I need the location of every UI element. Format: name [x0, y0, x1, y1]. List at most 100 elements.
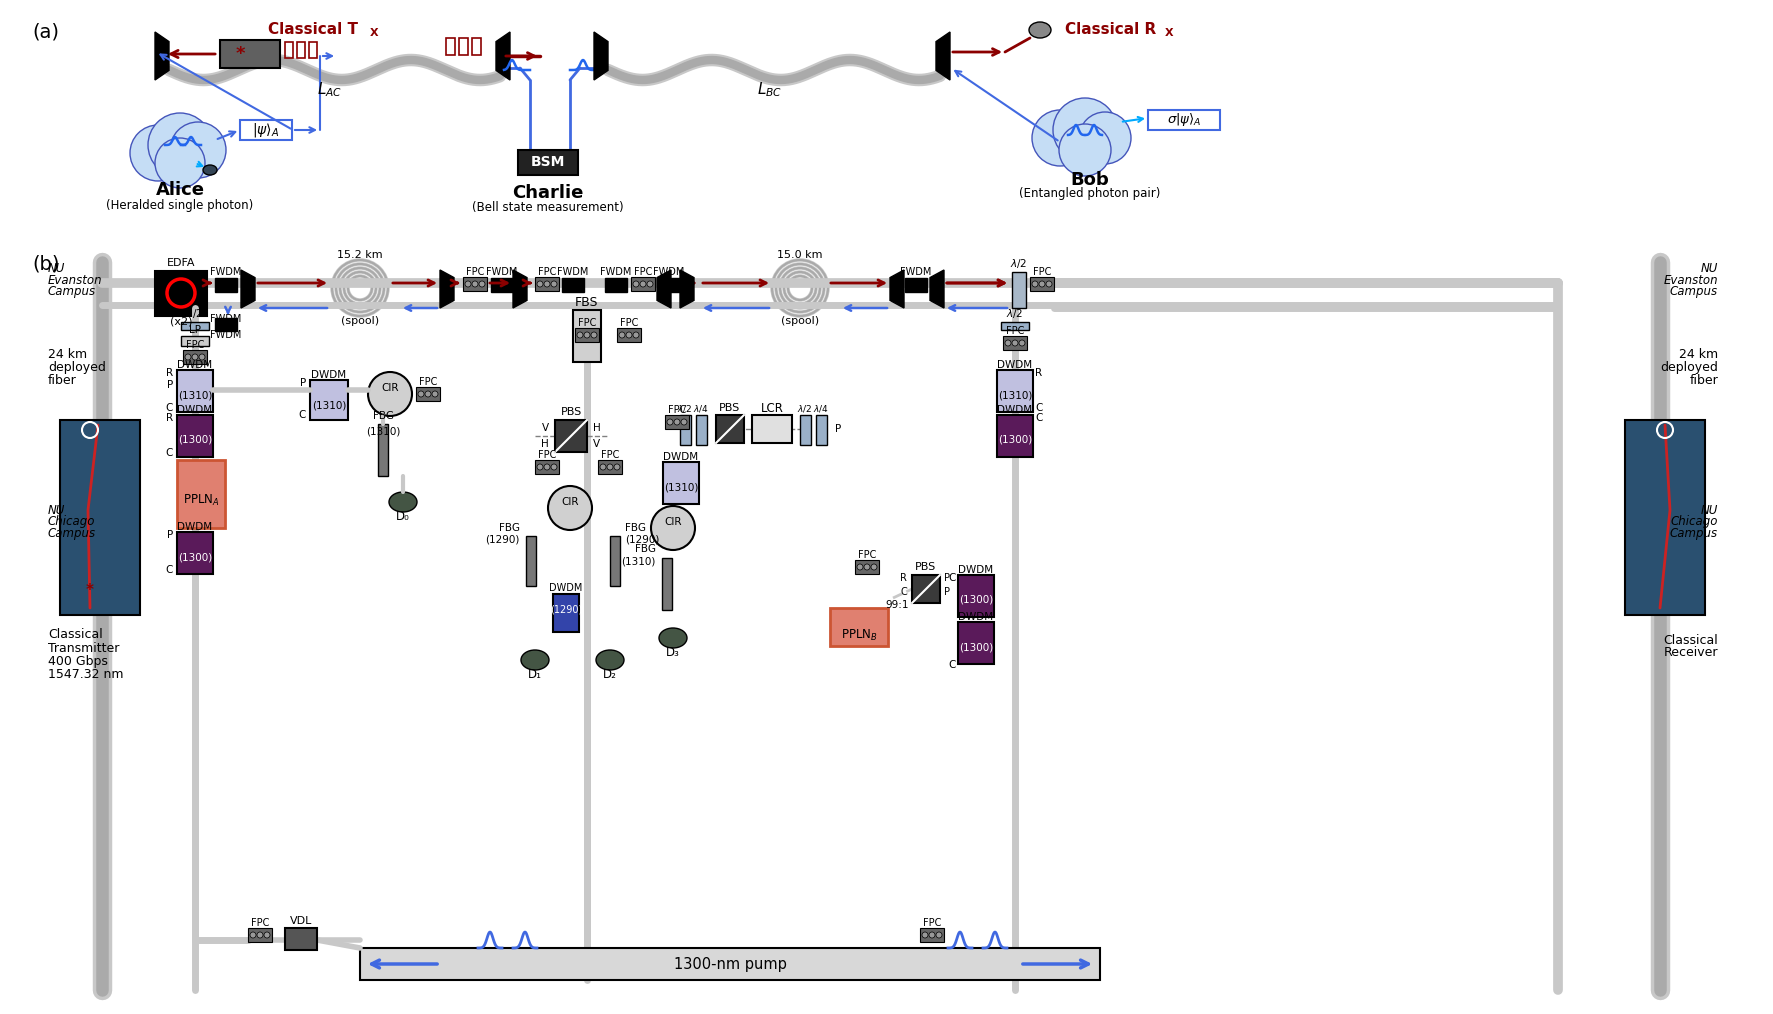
- Bar: [752, 415, 793, 443]
- Text: FWDM: FWDM: [652, 267, 684, 277]
- Text: FWDM: FWDM: [486, 267, 518, 277]
- Text: V: V: [543, 423, 550, 433]
- Text: fiber: fiber: [48, 374, 76, 387]
- Circle shape: [548, 486, 592, 530]
- Text: 400 Gbps: 400 Gbps: [48, 654, 108, 667]
- Bar: [472, 38, 480, 55]
- Bar: [1012, 272, 1027, 308]
- Ellipse shape: [521, 650, 550, 670]
- Text: R: R: [1035, 368, 1043, 378]
- Text: $\lambda/4$: $\lambda/4$: [814, 403, 830, 414]
- Bar: [920, 928, 943, 942]
- Bar: [463, 277, 488, 291]
- Circle shape: [626, 332, 631, 338]
- Text: C: C: [949, 660, 956, 670]
- Text: FPC: FPC: [578, 318, 596, 328]
- Bar: [855, 560, 879, 574]
- Text: R: R: [167, 368, 174, 378]
- Circle shape: [465, 281, 472, 287]
- Bar: [177, 370, 213, 412]
- Text: Campus: Campus: [48, 286, 96, 298]
- Polygon shape: [241, 270, 255, 308]
- Text: P: P: [167, 380, 174, 390]
- Text: DWDM: DWDM: [998, 405, 1032, 415]
- Text: (1300): (1300): [998, 435, 1032, 445]
- Text: deployed: deployed: [1660, 362, 1718, 374]
- Bar: [378, 424, 388, 476]
- Text: FPC: FPC: [621, 318, 638, 328]
- Bar: [310, 380, 348, 420]
- Text: DWDM: DWDM: [177, 522, 213, 532]
- Text: PBS: PBS: [560, 407, 582, 417]
- Circle shape: [537, 281, 543, 287]
- Text: $L_{AC}$: $L_{AC}$: [317, 81, 342, 99]
- Text: (1290): (1290): [626, 535, 660, 545]
- Text: $\lambda/2$: $\lambda/2$: [798, 403, 812, 414]
- Text: P: P: [300, 378, 307, 388]
- Text: (x2): (x2): [170, 316, 191, 325]
- Circle shape: [1080, 112, 1131, 164]
- Text: FPC: FPC: [922, 918, 941, 928]
- Bar: [996, 415, 1034, 457]
- Text: $L_{BC}$: $L_{BC}$: [757, 81, 782, 99]
- Circle shape: [1032, 281, 1037, 287]
- Text: FPC: FPC: [466, 267, 484, 277]
- Circle shape: [170, 122, 225, 178]
- Circle shape: [418, 391, 424, 397]
- Bar: [215, 318, 238, 331]
- Text: (b): (b): [32, 255, 60, 274]
- Text: FWDM: FWDM: [211, 314, 241, 324]
- Text: $|\psi\rangle_A$: $|\psi\rangle_A$: [252, 121, 280, 139]
- Text: VDL: VDL: [289, 916, 312, 926]
- Bar: [605, 278, 628, 292]
- Text: D₁: D₁: [528, 667, 543, 680]
- Text: FPC: FPC: [1034, 267, 1051, 277]
- Bar: [285, 928, 317, 950]
- Circle shape: [863, 564, 871, 570]
- Text: FBG: FBG: [372, 411, 394, 421]
- Text: Campus: Campus: [48, 527, 96, 540]
- Text: H: H: [541, 439, 550, 449]
- Bar: [661, 558, 672, 610]
- Text: Classical R: Classical R: [1066, 22, 1156, 37]
- Text: P: P: [943, 573, 950, 583]
- Text: FPC: FPC: [418, 377, 438, 387]
- Circle shape: [537, 464, 543, 470]
- Bar: [1002, 322, 1028, 330]
- Text: R: R: [167, 413, 174, 423]
- Circle shape: [936, 932, 941, 938]
- Text: Classical: Classical: [48, 629, 103, 642]
- Text: P: P: [167, 530, 174, 540]
- Bar: [535, 277, 558, 291]
- Text: X: X: [371, 28, 379, 38]
- Text: NU: NU: [1700, 262, 1718, 275]
- Polygon shape: [890, 270, 904, 308]
- Text: FPC: FPC: [250, 918, 269, 928]
- Text: (1300): (1300): [177, 435, 213, 445]
- Text: FBG: FBG: [635, 544, 656, 554]
- Bar: [177, 415, 213, 457]
- Text: (1310): (1310): [998, 390, 1032, 400]
- Bar: [830, 608, 888, 646]
- Bar: [181, 336, 209, 346]
- Circle shape: [129, 125, 186, 182]
- Bar: [154, 271, 207, 316]
- Text: (1300): (1300): [177, 552, 213, 562]
- Bar: [957, 622, 995, 664]
- Text: 99:1: 99:1: [885, 600, 910, 610]
- Circle shape: [590, 332, 598, 338]
- Text: $\lambda/2$: $\lambda/2$: [1011, 257, 1028, 270]
- Text: Chicago: Chicago: [1670, 515, 1718, 528]
- Text: 15.2 km: 15.2 km: [337, 250, 383, 260]
- Ellipse shape: [388, 492, 417, 512]
- Bar: [459, 38, 468, 55]
- Text: C: C: [165, 565, 174, 575]
- Bar: [183, 350, 207, 364]
- Text: (1290): (1290): [486, 535, 519, 545]
- Text: NU: NU: [48, 262, 66, 275]
- Bar: [417, 387, 440, 401]
- Ellipse shape: [596, 650, 624, 670]
- Bar: [181, 322, 209, 330]
- Polygon shape: [440, 270, 454, 308]
- Text: (1310): (1310): [663, 482, 699, 492]
